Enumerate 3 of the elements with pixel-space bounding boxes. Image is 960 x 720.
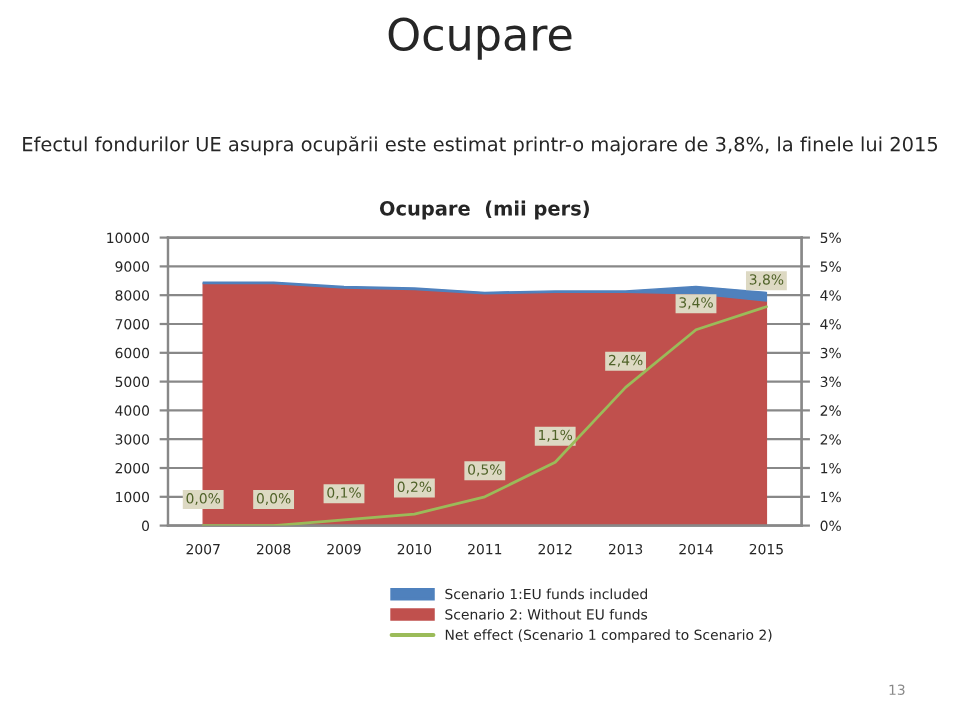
chart-subtitle: Efectul fondurilor UE asupra ocupării este estimat printr-o majorare de 3,8%, la finele lui 2015 — [23, 136, 938, 156]
chart-title: Ocupare — [388, 17, 572, 60]
text: Ocupare (mii pers) — [379, 200, 589, 220]
